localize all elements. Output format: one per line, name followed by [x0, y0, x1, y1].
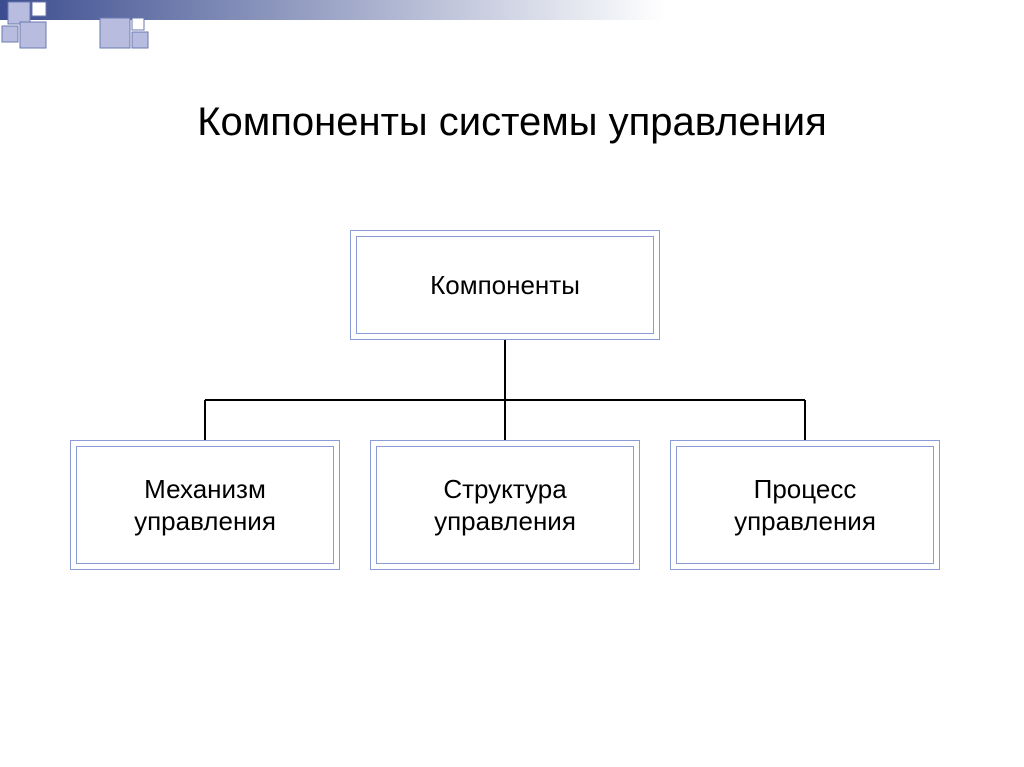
corner-squares-icon: [0, 0, 170, 55]
node-c3: Процесс управления: [670, 440, 940, 570]
node-label: Процесс управления: [726, 473, 884, 538]
node-label: Механизм управления: [126, 473, 284, 538]
node-c2: Структура управления: [370, 440, 640, 570]
slide-title: Компоненты системы управления: [0, 100, 1024, 145]
node-label: Структура управления: [426, 473, 584, 538]
node-c1: Механизм управления: [70, 440, 340, 570]
node-root: Компоненты: [350, 230, 660, 340]
node-label: Компоненты: [422, 269, 588, 302]
org-chart: Компоненты Механизм управления Структура у…: [70, 230, 950, 590]
